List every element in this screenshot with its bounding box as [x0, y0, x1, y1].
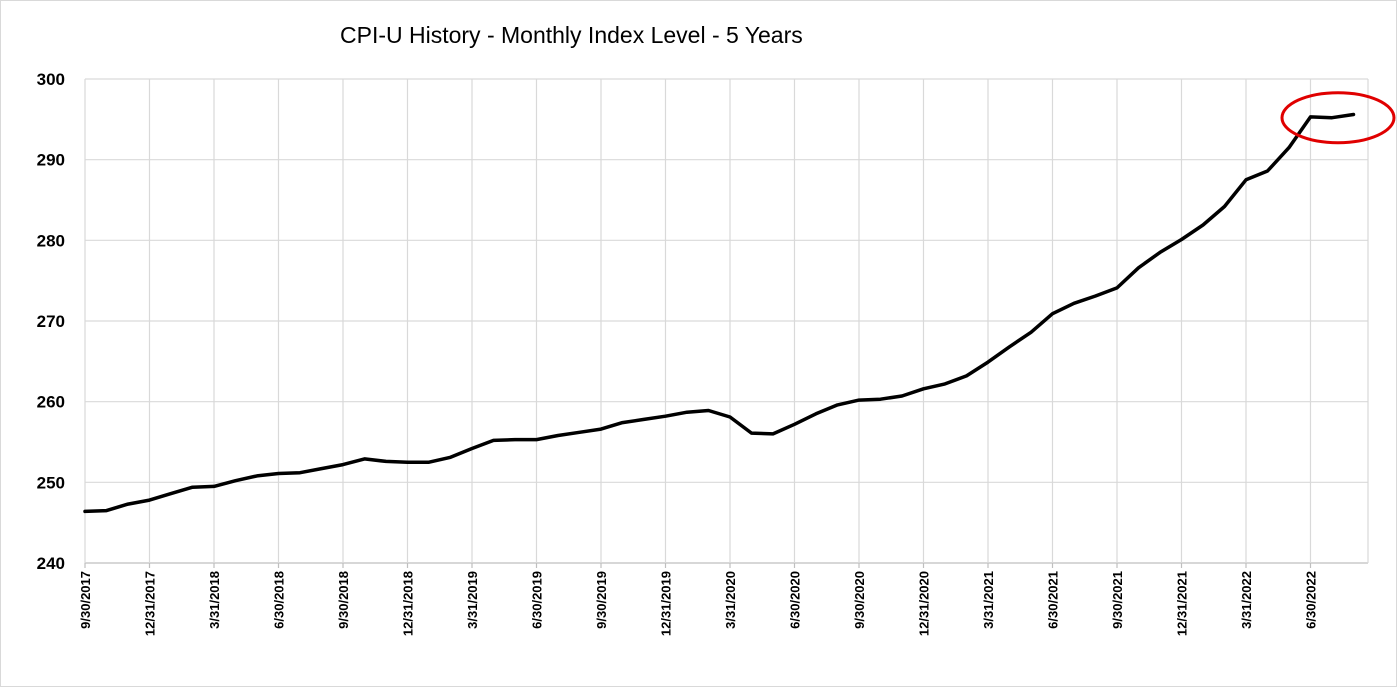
x-tick-label: 12/31/2018: [401, 571, 416, 636]
annotations: [1280, 91, 1396, 145]
series-line: [83, 112, 1356, 514]
x-tick-label: 3/31/2020: [723, 571, 738, 629]
x-tick-label: 9/30/2020: [852, 571, 867, 629]
y-tick-label: 250: [37, 473, 65, 492]
y-axis-ticks: 240 250 260 270 280 290 300: [37, 70, 65, 573]
highlight-ellipse: [1280, 91, 1396, 145]
gridlines: [84, 78, 1369, 568]
y-tick-label: 240: [37, 554, 65, 573]
y-tick-label: 290: [37, 151, 65, 170]
x-tick-label: 6/30/2022: [1304, 571, 1319, 629]
x-tick-label: 9/30/2017: [78, 571, 93, 629]
y-tick-label: 270: [37, 312, 65, 331]
chart-title: CPI-U History - Monthly Index Level - 5 …: [340, 22, 803, 48]
x-tick-label: 9/30/2019: [594, 571, 609, 629]
y-tick-label: 280: [37, 231, 65, 250]
y-tick-label: 300: [37, 70, 65, 89]
x-tick-label: 12/31/2020: [917, 571, 932, 636]
series: [83, 112, 1356, 514]
x-tick-label: 6/30/2021: [1046, 571, 1061, 629]
x-tick-label: 3/31/2021: [981, 571, 996, 629]
x-tick-label: 6/30/2018: [272, 571, 287, 629]
x-tick-label: 6/30/2020: [788, 571, 803, 629]
y-tick-label: 260: [37, 393, 65, 412]
x-tick-label: 12/31/2021: [1175, 571, 1190, 636]
x-tick-label: 12/31/2017: [143, 571, 158, 636]
x-axis-ticks: 9/30/2017 12/31/2017 3/31/2018 6/30/2018 9/3…: [78, 571, 1319, 636]
x-tick-label: 3/31/2022: [1239, 571, 1254, 629]
x-tick-label: 6/30/2019: [530, 571, 545, 629]
x-tick-label: 12/31/2019: [659, 571, 674, 636]
x-tick-label: 9/30/2018: [336, 571, 351, 629]
x-tick-label: 3/31/2018: [207, 571, 222, 629]
x-tick-label: 3/31/2019: [465, 571, 480, 629]
x-tick-label: 9/30/2021: [1110, 571, 1125, 629]
